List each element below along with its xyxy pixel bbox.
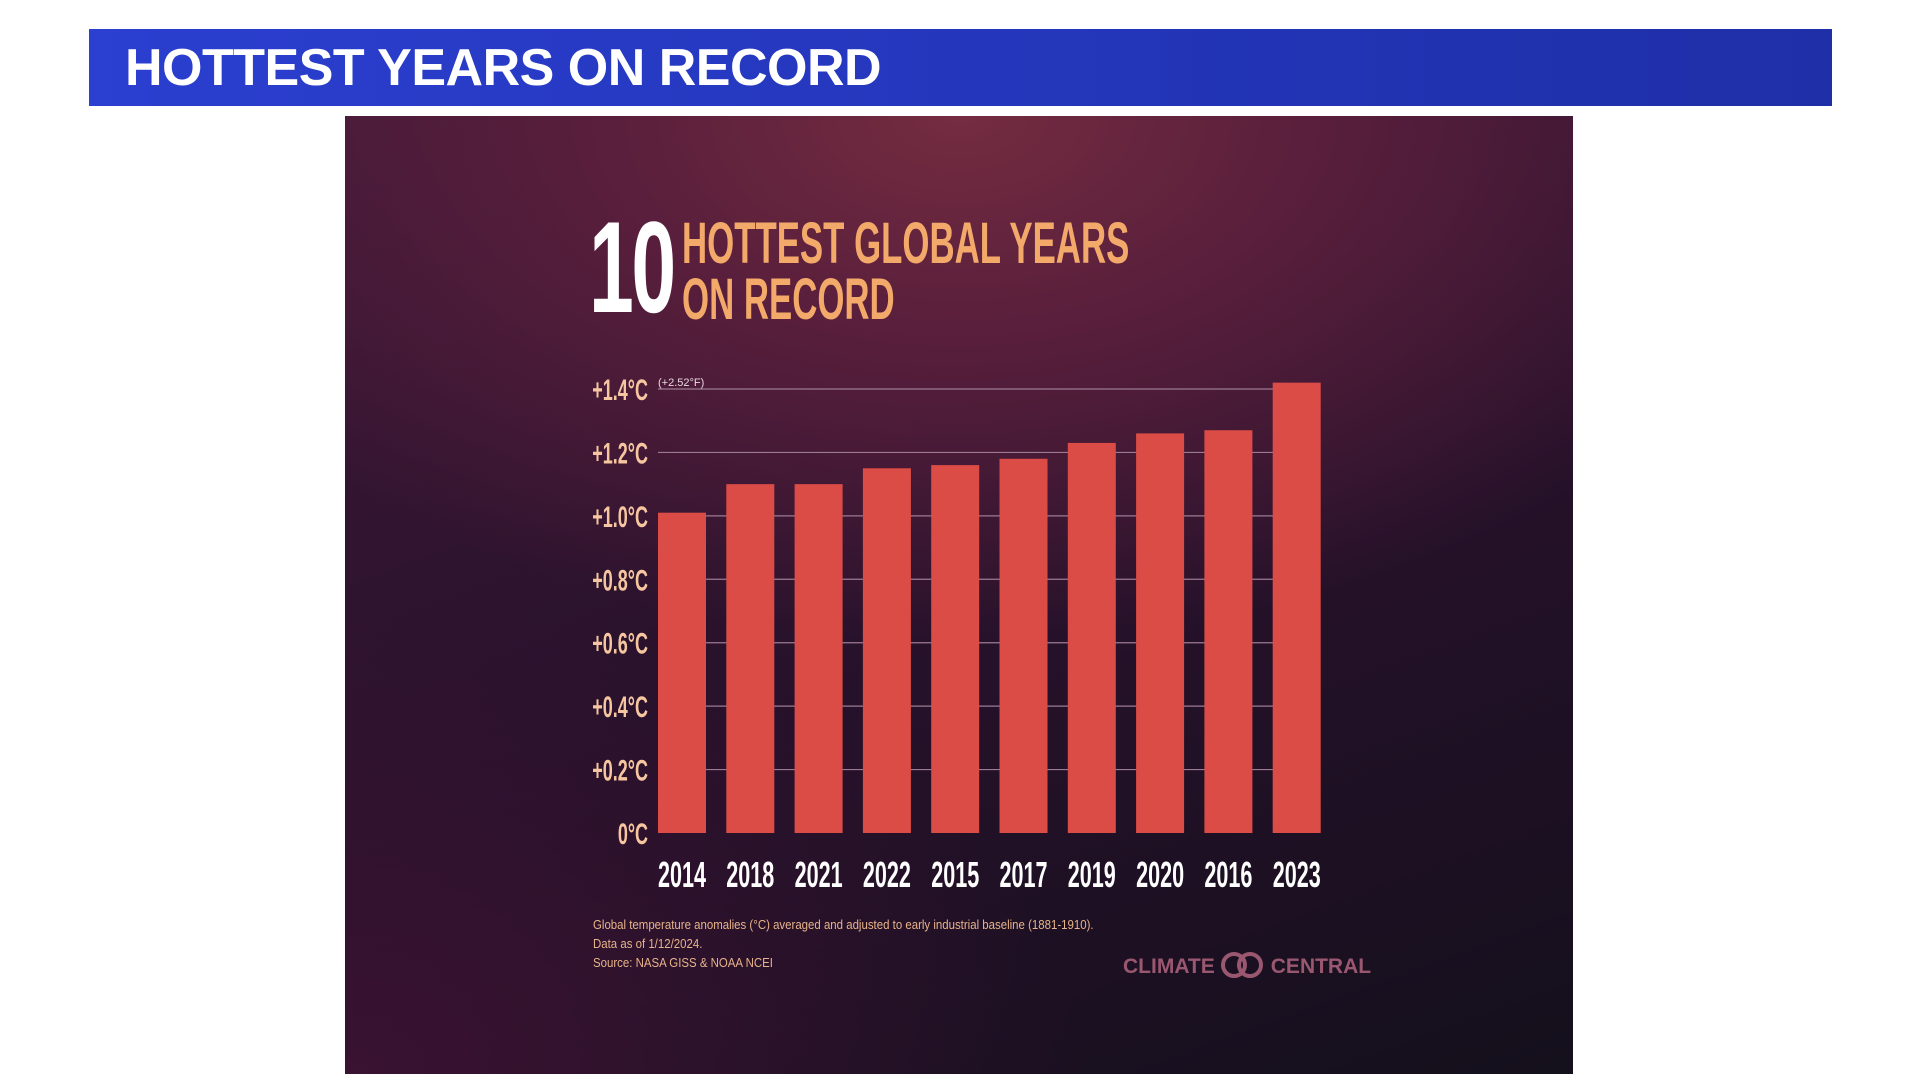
x-tick-label: 2017: [999, 855, 1047, 895]
y-tick-label: +0.8°C: [592, 565, 648, 598]
headline-banner: HOTTEST YEARS ON RECORD: [89, 29, 1832, 106]
bar-2017: [999, 458, 1048, 833]
x-tick-label: 2019: [1068, 855, 1116, 895]
y-tick-label: +0.6°C: [592, 628, 648, 661]
chart-title: HOTTEST GLOBAL YEARS ON RECORD: [682, 211, 1130, 332]
big-number: 10: [589, 194, 676, 340]
bar-chart: 0°C +0.2°C +0.4°C +0.6°C +0.8°C +1.0°C +1.2°C +…: [592, 375, 1321, 896]
x-tick-label: 2021: [795, 855, 843, 895]
bar-2022: [862, 468, 911, 833]
y-tick-label: +1.0°C: [592, 501, 648, 534]
logo-rings-icon: [1220, 952, 1265, 982]
x-tick-label: 2020: [1136, 855, 1184, 895]
y-tick-label: +1.2°C: [592, 438, 648, 471]
x-tick-label: 2022: [863, 855, 911, 895]
x-tick-label: 2014: [658, 855, 706, 895]
chart-graphic: 10 HOTTEST GLOBAL YEARS ON RECORD 0°C +0.…: [345, 116, 1573, 1074]
bar-2020: [1136, 433, 1185, 833]
x-tick-label: 2015: [931, 855, 979, 895]
climate-central-logo: CLIMATE CENTRAL: [1123, 952, 1371, 982]
bar-2015: [931, 465, 980, 833]
footnote-1: Global temperature anomalies (°C) averag…: [593, 917, 1094, 932]
y-tick-label: +1.4°C: [592, 375, 648, 408]
title-line-2: ON RECORD: [682, 267, 895, 332]
footnote-source: Source: NASA GISS & NOAA NCEI: [593, 955, 773, 970]
x-tick-label: 2023: [1273, 855, 1321, 895]
headline-title: HOTTEST YEARS ON RECORD: [125, 39, 882, 97]
logo-left-text: CLIMATE: [1123, 955, 1215, 978]
y-tick-label: +0.4°C: [592, 692, 648, 725]
annotation-fahrenheit: (+2.52°F): [658, 377, 704, 389]
bar-2018: [726, 484, 775, 833]
x-tick-label: 2016: [1204, 855, 1252, 895]
bar-2014: [658, 512, 706, 833]
y-tick-label: 0°C: [618, 819, 648, 852]
x-tick-label: 2018: [726, 855, 774, 895]
bar-2023: [1272, 382, 1321, 833]
y-tick-label: +0.2°C: [592, 755, 648, 788]
footnote-2: Data as of 1/12/2024.: [593, 936, 703, 951]
bar-2021: [794, 484, 843, 833]
title-line-1: HOTTEST GLOBAL YEARS: [682, 211, 1130, 276]
bar-2016: [1204, 430, 1253, 833]
logo-right-text: CENTRAL: [1270, 955, 1372, 978]
bar-2019: [1067, 442, 1116, 833]
